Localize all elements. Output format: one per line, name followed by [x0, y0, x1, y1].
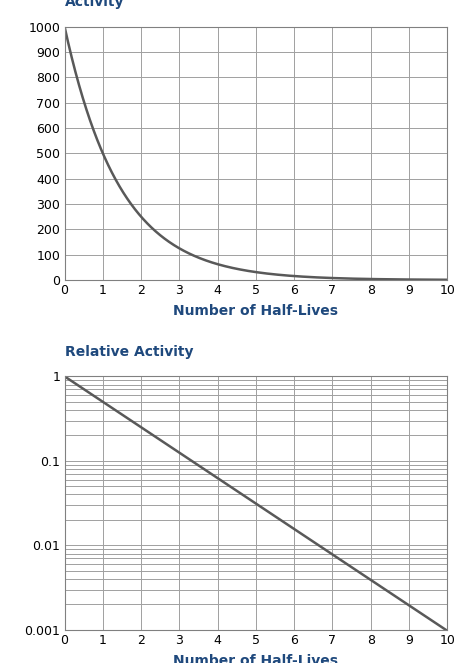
X-axis label: Number of Half-Lives: Number of Half-Lives: [173, 304, 338, 318]
Text: Relative Activity: Relative Activity: [65, 345, 193, 359]
X-axis label: Number of Half-Lives: Number of Half-Lives: [173, 654, 338, 663]
Text: Activity: Activity: [65, 0, 124, 9]
